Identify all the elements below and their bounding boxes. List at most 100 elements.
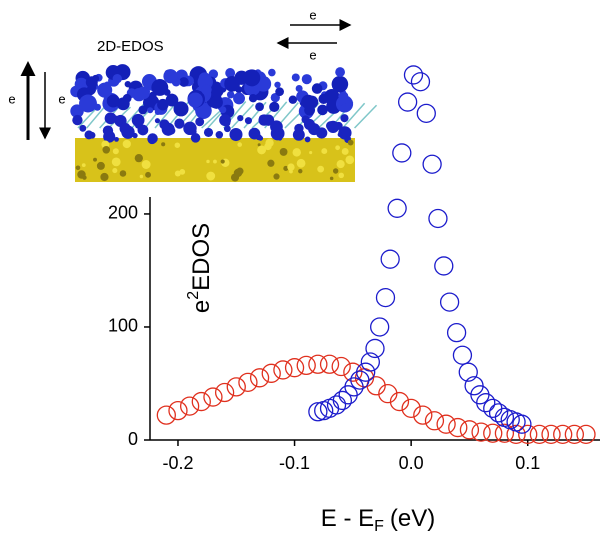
inset-art xyxy=(70,64,378,182)
inset-blob xyxy=(225,68,236,78)
inset-blob xyxy=(138,105,148,115)
y-tick-label: 100 xyxy=(108,316,138,336)
inset-blob xyxy=(304,136,311,143)
inset-blob xyxy=(75,165,81,171)
point xyxy=(226,377,246,397)
point xyxy=(191,391,211,412)
inset-blob xyxy=(96,161,105,170)
inset-blob xyxy=(79,124,87,132)
inset-blob xyxy=(145,171,151,178)
point xyxy=(168,400,188,421)
point xyxy=(452,345,473,365)
inset-blob xyxy=(268,68,276,77)
inset-blob xyxy=(248,94,258,103)
inset-blob xyxy=(318,93,329,105)
point xyxy=(387,198,407,218)
point xyxy=(365,338,385,359)
inset-blob xyxy=(165,93,179,107)
inset-blob xyxy=(223,120,230,127)
carrier-label: e xyxy=(58,91,65,106)
inset-blob xyxy=(335,67,345,77)
inset-blob xyxy=(220,159,225,164)
inset-blob xyxy=(237,142,243,147)
point xyxy=(284,358,305,378)
inset-blob xyxy=(213,159,217,164)
inset-blob xyxy=(278,130,284,136)
inset-blob xyxy=(135,122,142,129)
inset-blob xyxy=(269,101,280,113)
inset-blob xyxy=(139,174,144,179)
inset-blob xyxy=(134,154,143,163)
point xyxy=(422,154,442,174)
inset-blob xyxy=(72,114,83,126)
inset-blob xyxy=(76,78,84,86)
inset-blob xyxy=(84,130,94,140)
point xyxy=(378,384,398,404)
inset-blob xyxy=(206,171,216,181)
inset-blob xyxy=(292,148,301,157)
point xyxy=(375,287,396,308)
y-tick-label: 200 xyxy=(108,203,138,223)
point xyxy=(494,423,515,443)
inset-blob xyxy=(283,165,289,172)
point xyxy=(249,368,270,388)
inset-blob xyxy=(341,148,349,155)
inset-blob xyxy=(209,95,223,109)
inset-blob xyxy=(347,139,354,146)
point xyxy=(416,103,436,124)
point xyxy=(238,372,258,393)
inset-blob xyxy=(345,155,355,165)
inset-blob xyxy=(340,103,350,113)
inset-blob xyxy=(317,165,325,173)
inset-blob xyxy=(274,81,281,88)
y-tick-label: 0 xyxy=(128,429,138,449)
inset-blob xyxy=(243,69,261,87)
point xyxy=(488,403,509,423)
point xyxy=(403,65,424,85)
inset-blob xyxy=(79,94,97,113)
inset-blob xyxy=(317,104,328,116)
inset-blob xyxy=(244,117,252,125)
inset-blob xyxy=(161,142,166,147)
inset-blob xyxy=(329,176,334,181)
inset-blob xyxy=(112,74,122,84)
inset-blob xyxy=(106,94,120,108)
inset-blob xyxy=(163,88,171,96)
inset-blob xyxy=(337,132,343,138)
point xyxy=(308,354,328,374)
x-label-sub: F xyxy=(374,518,384,535)
inset-blob xyxy=(275,87,284,97)
inset-blob xyxy=(296,158,306,168)
inset-blob xyxy=(292,128,305,141)
inset-title: 2D-EDOS xyxy=(97,38,164,55)
point xyxy=(448,417,468,438)
inset-blob xyxy=(301,74,312,85)
inset-blob xyxy=(226,90,235,99)
point xyxy=(553,424,573,444)
inset-blob xyxy=(248,127,261,140)
inset-blob xyxy=(154,108,161,116)
inset-blob xyxy=(121,125,135,139)
point xyxy=(370,317,390,337)
inset-blob xyxy=(271,130,276,136)
inset-blob xyxy=(332,168,339,174)
point xyxy=(356,362,376,382)
inset-blob xyxy=(174,118,185,129)
point xyxy=(424,411,445,431)
inset-blob xyxy=(97,82,113,98)
inset-blob xyxy=(147,135,157,145)
inset-blob xyxy=(291,73,300,82)
inset-blob xyxy=(303,118,315,130)
inset-stick xyxy=(342,102,366,129)
inset-blob xyxy=(179,169,186,175)
inset-blob xyxy=(195,117,205,127)
inset-blob xyxy=(309,151,313,155)
point xyxy=(326,395,347,415)
point xyxy=(319,398,340,419)
inset-blob xyxy=(311,83,323,94)
inset-image xyxy=(70,64,378,182)
inset-blob xyxy=(111,157,121,167)
inset-blob xyxy=(340,114,349,123)
inset-blob xyxy=(287,163,295,171)
